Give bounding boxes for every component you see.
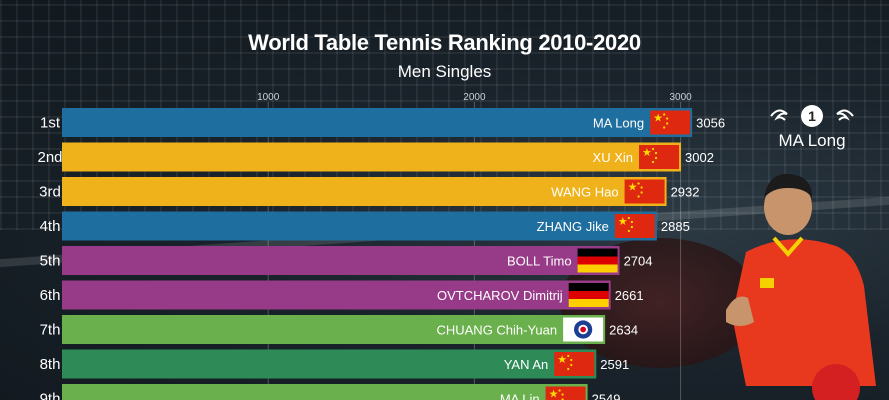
value-label: 2661 — [615, 288, 644, 303]
player-name-label: XU Xin — [593, 150, 633, 165]
bar-row: 9th ★ MA Lin 2549 — [40, 384, 621, 400]
rank-badge-number: 1 — [808, 108, 816, 124]
rank-label: 5th — [40, 253, 61, 270]
flag-china-icon — [624, 179, 665, 204]
flag-star: ★ — [628, 182, 638, 194]
bar-row: 5th BOLL Timo 2704 — [40, 246, 653, 275]
x-tick-label: 2000 — [463, 92, 486, 103]
bar — [62, 384, 588, 400]
bar-row: 1st ★ MA Long 3056 — [40, 108, 725, 137]
rank-label: 6th — [40, 287, 61, 304]
player-name-label: BOLL Timo — [507, 254, 572, 269]
flag-small-star — [630, 225, 633, 229]
flag-small-star — [663, 113, 666, 116]
rank-label: 4th — [40, 218, 61, 235]
bar — [62, 108, 693, 137]
flag-star: ★ — [642, 147, 652, 159]
flag-china-icon — [650, 110, 691, 135]
bar-row: 8th ★ YAN An 2591 — [40, 349, 629, 379]
bar — [62, 177, 667, 206]
value-label: 3002 — [685, 150, 714, 165]
flag-small-star — [627, 229, 630, 233]
flag-small-star — [651, 147, 655, 151]
bar-row: 6th OVTCHAROV Dimitrij 2661 — [40, 280, 644, 310]
flag-germany-icon — [577, 248, 618, 257]
value-label: 2634 — [609, 323, 638, 338]
flag-small-star — [651, 160, 655, 164]
flag-small-star — [630, 220, 633, 224]
value-label: 2932 — [671, 185, 700, 200]
player-name-label: ZHANG Jike — [537, 219, 609, 234]
flag-star: ★ — [653, 113, 663, 125]
flag-stripe-red — [568, 291, 609, 299]
bar-row: 7th CHUANG Chih-Yuan 2634 — [40, 315, 638, 344]
value-label: 2549 — [592, 392, 621, 400]
bar — [62, 142, 682, 172]
flag-stripe-gold — [577, 264, 618, 273]
rank-label: 8th — [40, 356, 61, 373]
flag-small-star — [640, 191, 643, 194]
player-name-label: YAN An — [504, 357, 549, 372]
flag-china-icon — [554, 352, 595, 376]
player-name-label: WANG Hao — [551, 185, 618, 200]
flag-germany-icon — [568, 283, 609, 291]
value-label: 3056 — [696, 116, 725, 131]
flag-small-star — [666, 117, 669, 120]
x-tick-label: 1000 — [257, 92, 280, 103]
rank-label: 3rd — [39, 184, 61, 201]
value-label: 2885 — [661, 219, 690, 234]
flag-china-icon — [639, 145, 680, 169]
bar — [62, 349, 597, 379]
player-name-label: CHUANG Chih-Yuan — [436, 323, 557, 338]
player-name-label: MA Long — [593, 116, 644, 131]
rank-label: 7th — [40, 322, 61, 339]
flag-small-star — [637, 182, 640, 185]
bar-row: 3rd ★ WANG Hao 2932 — [39, 177, 700, 206]
chart-subtitle: Men Singles — [397, 62, 492, 81]
bar-row: 2nd ★ XU Xin 3002 — [37, 142, 714, 172]
bar — [62, 280, 611, 310]
flag-small-star — [637, 195, 640, 198]
player-name-label: MA Lin — [500, 392, 540, 400]
flag-small-star — [567, 354, 570, 358]
player-photo — [726, 173, 876, 400]
chart-title: World Table Tennis Ranking 2010-2020 — [248, 30, 641, 55]
flag-star: ★ — [557, 354, 567, 366]
value-label: 2591 — [600, 357, 629, 372]
flag-dot — [580, 326, 587, 333]
flag-small-star — [558, 389, 561, 392]
flag-small-star — [663, 126, 666, 129]
bar-row: 4th ★ ZHANG Jike 2885 — [40, 211, 690, 241]
rank-label: 2nd — [37, 149, 62, 166]
current-leader-name: MA Long — [778, 131, 846, 150]
flag-china-icon — [545, 386, 586, 400]
flag-small-star — [654, 156, 658, 160]
flag-star: ★ — [549, 389, 559, 400]
flag-small-star — [570, 363, 573, 367]
rank-badge-icon: 1 — [770, 105, 854, 127]
bar — [62, 246, 620, 275]
flag-small-star — [570, 358, 573, 362]
flag-small-star — [666, 122, 669, 125]
flag-small-star — [627, 216, 630, 220]
flag-small-star — [640, 186, 643, 189]
rank-label: 1st — [40, 115, 61, 132]
x-tick-label: 3000 — [669, 92, 692, 103]
flag-small-star — [567, 367, 570, 371]
flag-stripe-red — [577, 256, 618, 265]
flag-stripe-gold — [568, 299, 609, 307]
bar — [62, 315, 606, 344]
flag-china-icon — [614, 214, 655, 238]
bar — [62, 211, 657, 241]
flag-small-star — [561, 393, 564, 396]
flag-star: ★ — [618, 216, 628, 228]
flag-small-star — [654, 151, 658, 155]
player-name-label: OVTCHAROV Dimitrij — [437, 288, 563, 303]
value-label: 2704 — [624, 254, 653, 269]
rank-label: 9th — [40, 391, 61, 400]
